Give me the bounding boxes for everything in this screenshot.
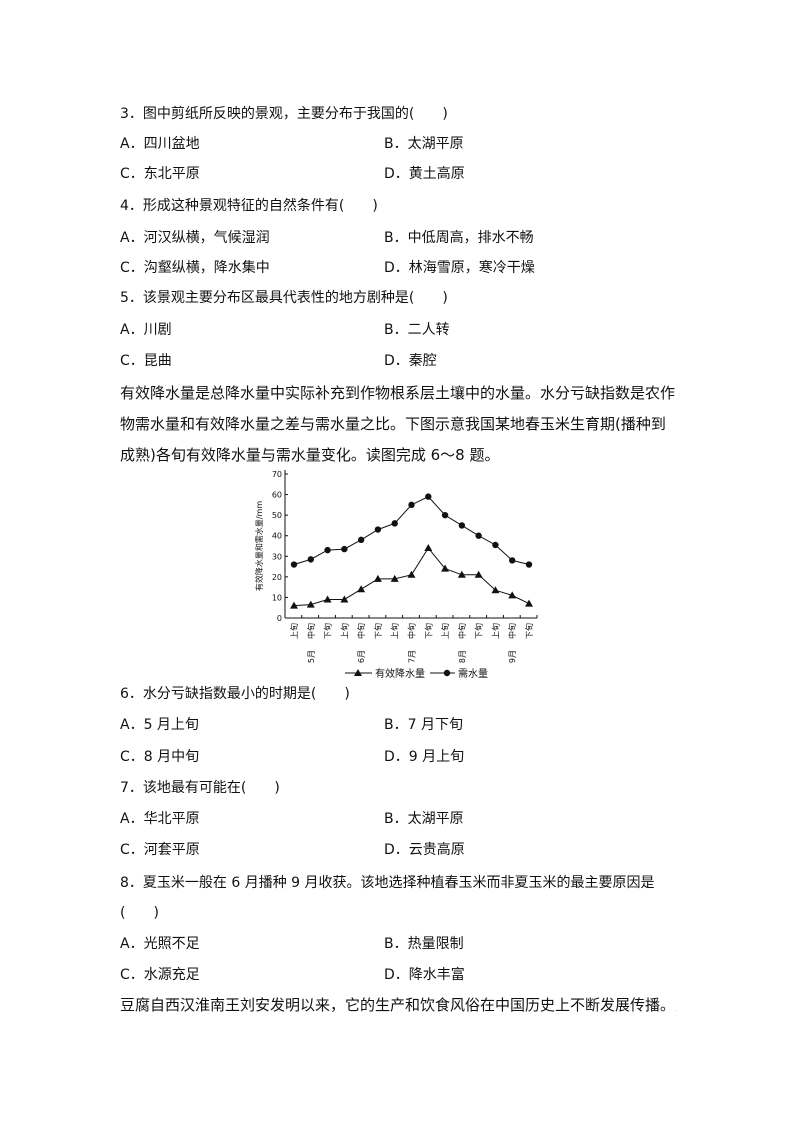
question-4-stem: 4．形成这种景观特征的自然条件有( ) <box>120 198 378 214</box>
q7-option-d: D．云贵高原 <box>384 842 465 858</box>
y-tick-label: 60 <box>272 491 282 500</box>
question-7-stem: 7．该地最有可能在( ) <box>120 780 280 796</box>
y-tick-label: 10 <box>272 593 282 602</box>
x-tick-label: 中旬 <box>306 623 316 639</box>
q8-option-c: C．水源充足 <box>120 967 200 983</box>
data-point <box>475 532 482 539</box>
data-point <box>491 586 500 594</box>
month-label: 6月 <box>357 650 366 663</box>
data-point <box>373 574 382 582</box>
q8-option-b: B．热量限制 <box>384 936 464 952</box>
q6-option-d: D．9 月上旬 <box>384 749 465 765</box>
question-6-stem: 6．水分亏缺指数最小的时期是( ) <box>120 686 350 702</box>
data-point <box>474 570 483 578</box>
q5-option-d: D．秦腔 <box>384 353 437 369</box>
q7-option-c: C．河套平原 <box>120 842 200 858</box>
legend-marker-circle <box>443 669 451 677</box>
data-point <box>492 541 499 549</box>
q6-option-b: B．7 月下旬 <box>384 717 463 733</box>
q5-option-c: C．昆曲 <box>120 353 172 369</box>
data-point <box>306 600 315 608</box>
legend-marker-triangle <box>354 669 362 676</box>
q6-option-a: A．5 月上旬 <box>120 717 199 733</box>
outro-paragraph: 豆腐自西汉淮南王刘安发明以来，它的生产和饮食风俗在中国历史上不断发展传播。豆腐的 <box>120 996 676 1014</box>
data-point <box>324 546 331 554</box>
q3-option-c: C．东北平原 <box>120 166 200 182</box>
data-point <box>340 595 349 603</box>
data-point <box>307 556 314 563</box>
x-tick-label: 上旬 <box>289 623 299 639</box>
data-point <box>525 599 533 607</box>
data-point <box>407 570 416 578</box>
data-point <box>508 591 517 599</box>
q7-option-a: A．华北平原 <box>120 811 200 827</box>
question-3-stem: 3．图中剪纸所反映的景观，主要分布于我国的( ) <box>120 106 448 122</box>
data-point <box>458 522 466 529</box>
month-label: 9月 <box>508 650 517 663</box>
q8-option-d: D．降水丰富 <box>384 967 465 983</box>
q4-option-a: A．河汉纵横，气候湿润 <box>120 230 270 246</box>
x-tick-label: 中旬 <box>507 623 517 639</box>
y-tick-label: 0 <box>277 614 282 623</box>
data-point <box>341 545 348 553</box>
x-tick-label: 中旬 <box>407 623 417 639</box>
q5-option-b: B．二人转 <box>384 322 450 338</box>
data-point <box>374 526 382 533</box>
question-8-stem: 8．夏玉米一般在 6 月播种 9 月收获。该地选择种植春玉米而非夏玉米的最主要原… <box>120 875 655 891</box>
data-point <box>509 557 516 564</box>
q3-option-b: B．太湖平原 <box>384 136 464 152</box>
legend-label: 需水量 <box>458 668 488 680</box>
data-point <box>424 544 433 552</box>
intro-paragraph: 有效降水量是总降水量中实际补充到作物根系层土壤中的水量。水分亏缺指数是农作物需水… <box>120 384 676 464</box>
x-tick-label: 下旬 <box>524 623 534 639</box>
x-tick-label: 中旬 <box>457 623 467 639</box>
month-label: 7月 <box>408 650 417 663</box>
question-8-stem-cont: ( ) <box>120 905 159 921</box>
month-label: 5月 <box>307 650 316 663</box>
y-axis-label: 有效降水量和需水量/mm <box>254 501 264 591</box>
legend-label: 有效降水量 <box>375 667 425 680</box>
data-point <box>290 601 298 609</box>
q8-option-a: A．光照不足 <box>120 936 200 952</box>
q4-option-d: D．林海雪原，寒冷干燥 <box>384 260 535 276</box>
data-point <box>425 493 432 500</box>
q6-option-c: C．8 月中旬 <box>120 749 200 765</box>
x-tick-label: 下旬 <box>474 623 484 639</box>
q3-option-d: D．黄土高原 <box>384 166 465 182</box>
q7-option-b: B．太湖平原 <box>384 811 464 827</box>
y-tick-label: 20 <box>272 573 282 582</box>
data-point <box>390 574 399 582</box>
water-chart: 010203040506070有效降水量和需水量/mm上旬 中旬 下旬 上旬 中旬 下旬上… <box>254 470 538 680</box>
y-tick-label: 70 <box>272 470 282 479</box>
x-tick-label: 上旬 <box>440 623 450 639</box>
y-tick-label: 30 <box>272 552 282 561</box>
data-point <box>408 501 415 509</box>
x-tick-label: 上旬 <box>490 623 500 639</box>
data-point <box>441 564 450 572</box>
q4-option-b: B．中低周高，排水不畅 <box>384 230 534 246</box>
data-point <box>391 520 398 527</box>
x-tick-label: 下旬 <box>373 623 383 639</box>
data-point <box>323 595 332 603</box>
data-point <box>290 561 298 568</box>
data-point <box>357 536 365 544</box>
y-tick-label: 40 <box>272 532 282 541</box>
y-tick-label: 50 <box>272 511 282 520</box>
q5-option-a: A．川剧 <box>120 322 172 338</box>
question-5-stem: 5．该景观主要分布区最具代表性的地方剧种是( ) <box>120 290 448 306</box>
data-point <box>457 570 466 578</box>
x-tick-label: 上旬 <box>339 623 349 639</box>
data-point <box>525 561 533 568</box>
x-tick-label: 上旬 <box>390 623 400 639</box>
data-point <box>357 585 366 593</box>
x-tick-label: 下旬 <box>423 623 433 639</box>
x-tick-label: 下旬 <box>323 623 333 639</box>
q3-option-a: A．四川盆地 <box>120 136 200 152</box>
data-point <box>441 511 449 519</box>
q4-option-c: C．沟壑纵横，降水集中 <box>120 260 270 276</box>
month-label: 8月 <box>458 650 467 663</box>
x-tick-label: 中旬 <box>356 623 366 639</box>
